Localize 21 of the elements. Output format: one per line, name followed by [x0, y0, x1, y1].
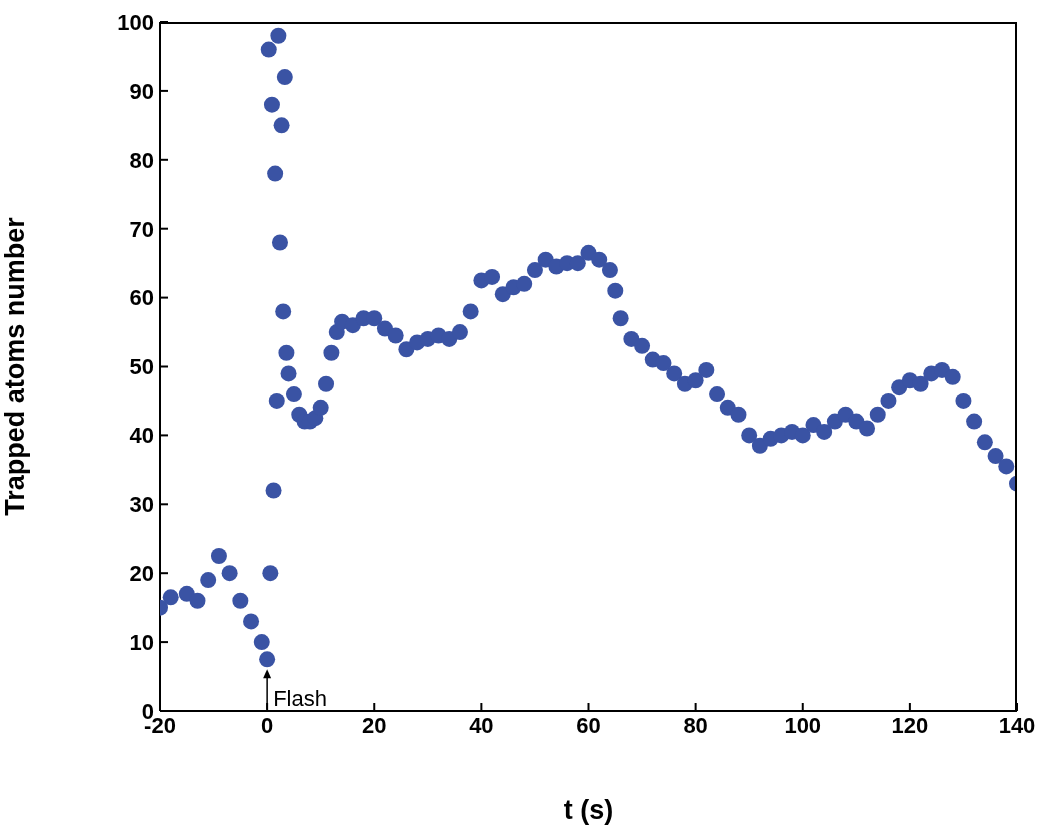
annotation: Flash — [273, 686, 327, 712]
x-axis-title: t (s) — [563, 795, 614, 825]
y-tick-label: 30 — [129, 492, 154, 518]
x-tick-label: 40 — [469, 712, 494, 738]
x-tick-label: 60 — [576, 712, 601, 738]
y-tick-label: 20 — [129, 561, 154, 587]
y-tick-label: 10 — [129, 629, 154, 655]
x-tick-label: 0 — [261, 712, 274, 738]
x-tick-label: 120 — [891, 712, 929, 738]
x-tick-label: 100 — [784, 712, 822, 738]
y-tick-label: 40 — [129, 423, 154, 449]
x-tick-label: 140 — [998, 712, 1036, 738]
y-axis-title: Trapped atoms number — [0, 216, 30, 516]
y-tick-label: 80 — [129, 147, 154, 173]
y-tick-label: 100 — [117, 9, 154, 35]
y-tick-label: 90 — [129, 78, 154, 104]
y-tick-label: 70 — [129, 216, 154, 242]
x-tick-label: 80 — [683, 712, 708, 738]
x-tick-label: 20 — [362, 712, 387, 738]
y-tick-label: 50 — [129, 354, 154, 380]
y-tick-label: 60 — [129, 285, 154, 311]
